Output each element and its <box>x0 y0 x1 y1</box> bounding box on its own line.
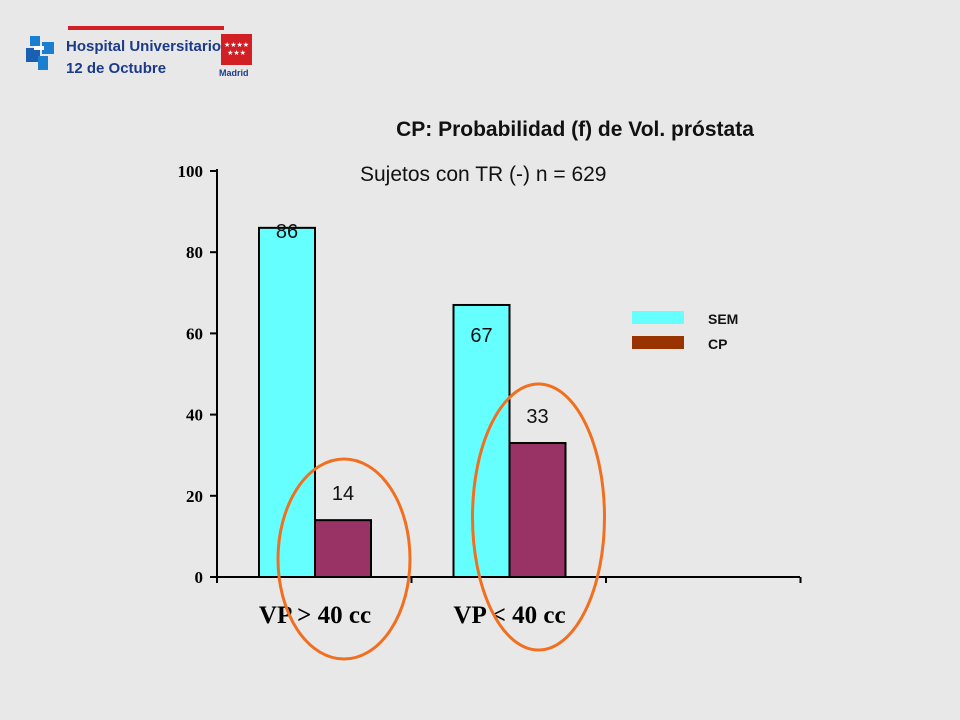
bar-cp <box>314 519 372 578</box>
chart-subtitle: Sujetos con TR (-) n = 629 <box>360 163 607 186</box>
hospital-name: Hospital Universitario <box>66 38 222 55</box>
hospital-logo: Hospital Universitario 12 de Octubre ★★★… <box>24 26 264 86</box>
hospital-emblem-icon <box>26 36 54 70</box>
hospital-subname: 12 de Octubre <box>66 60 167 77</box>
madrid-flag-icon: ★★★★ ★★★ <box>221 34 252 65</box>
bar-cp <box>508 442 567 578</box>
data-label: 33 <box>526 406 548 428</box>
y-tick-label: 0 <box>195 568 204 587</box>
x-category-label: VP > 40 cc <box>259 602 371 629</box>
flag-stars-icon: ★★★★ ★★★ <box>223 42 250 57</box>
highlight-ellipse <box>471 382 606 652</box>
legend-label: CP <box>708 336 727 352</box>
y-tick-label: 80 <box>186 243 203 262</box>
region-label: Madrid <box>219 68 249 78</box>
bar-sem <box>258 226 316 578</box>
legend-swatch-cp <box>632 336 684 349</box>
logo-red-line <box>68 26 224 30</box>
y-tick-label: 100 <box>178 162 204 181</box>
y-tick-label: 40 <box>186 406 203 425</box>
chart-title: CP: Probabilidad (f) de Vol. próstata <box>396 118 754 141</box>
y-tick-label: 60 <box>186 324 203 343</box>
legend-swatch-sem <box>632 311 684 324</box>
x-category-label: VP < 40 cc <box>453 602 565 629</box>
data-label: 14 <box>332 483 354 505</box>
y-tick-label: 20 <box>186 487 203 506</box>
highlight-ellipse <box>276 457 412 661</box>
bar-sem <box>452 303 511 578</box>
data-label: 67 <box>470 325 492 347</box>
legend-label: SEM <box>708 311 738 327</box>
data-label: 86 <box>276 221 298 243</box>
